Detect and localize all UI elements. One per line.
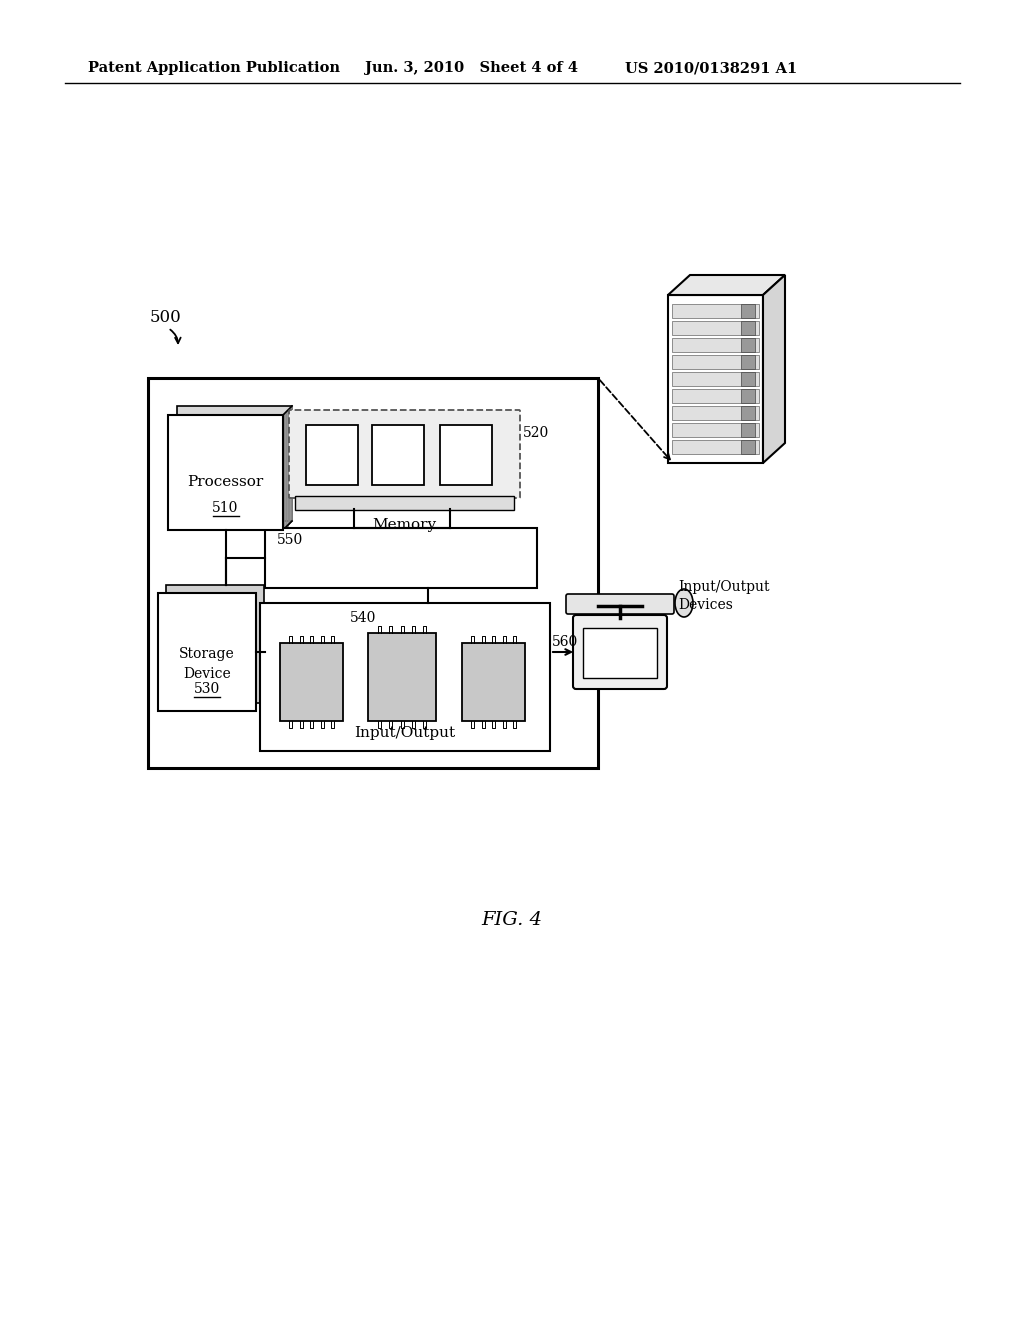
Bar: [672, 422, 759, 437]
Text: 520: 520: [523, 426, 549, 440]
Text: 560: 560: [552, 635, 579, 649]
Bar: [166, 585, 264, 704]
Text: Storage
Device: Storage Device: [179, 647, 234, 681]
Bar: [295, 496, 514, 510]
Text: Patent Application Publication: Patent Application Publication: [88, 61, 340, 75]
Bar: [741, 422, 755, 437]
Bar: [672, 321, 759, 335]
Bar: [168, 414, 283, 531]
Bar: [158, 593, 256, 711]
FancyBboxPatch shape: [566, 594, 674, 614]
Bar: [741, 355, 755, 370]
Bar: [672, 407, 759, 420]
Text: 530: 530: [194, 682, 220, 696]
Polygon shape: [668, 275, 785, 294]
Bar: [672, 389, 759, 403]
Bar: [741, 372, 755, 385]
Text: 500: 500: [150, 309, 181, 326]
Bar: [672, 338, 759, 352]
Text: Input/Output: Input/Output: [354, 726, 456, 741]
Bar: [177, 407, 292, 521]
Bar: [280, 643, 343, 721]
Bar: [672, 304, 759, 318]
Bar: [741, 304, 755, 318]
Bar: [462, 643, 525, 721]
Bar: [265, 528, 537, 587]
Text: Jun. 3, 2010   Sheet 4 of 4: Jun. 3, 2010 Sheet 4 of 4: [365, 61, 578, 75]
Bar: [741, 338, 755, 352]
FancyBboxPatch shape: [573, 615, 667, 689]
Bar: [741, 407, 755, 420]
Bar: [741, 440, 755, 454]
Text: 540: 540: [350, 611, 377, 624]
Bar: [260, 603, 550, 751]
Ellipse shape: [675, 589, 693, 616]
Bar: [672, 440, 759, 454]
Bar: [672, 355, 759, 370]
Bar: [741, 321, 755, 335]
Bar: [368, 634, 436, 721]
Bar: [148, 378, 598, 768]
Text: FIG. 4: FIG. 4: [481, 911, 543, 929]
Bar: [672, 372, 759, 385]
Bar: [372, 425, 424, 484]
Polygon shape: [763, 275, 785, 463]
FancyBboxPatch shape: [289, 411, 520, 498]
Text: Processor: Processor: [187, 475, 263, 490]
Text: US 2010/0138291 A1: US 2010/0138291 A1: [625, 61, 798, 75]
Bar: [583, 628, 657, 678]
Bar: [741, 389, 755, 403]
Text: 510: 510: [212, 502, 239, 515]
Text: Memory: Memory: [373, 517, 436, 532]
Text: Input/Output
Devices: Input/Output Devices: [678, 579, 769, 612]
Bar: [668, 294, 763, 463]
Bar: [440, 425, 492, 484]
Bar: [306, 425, 358, 484]
Text: 550: 550: [278, 533, 303, 546]
